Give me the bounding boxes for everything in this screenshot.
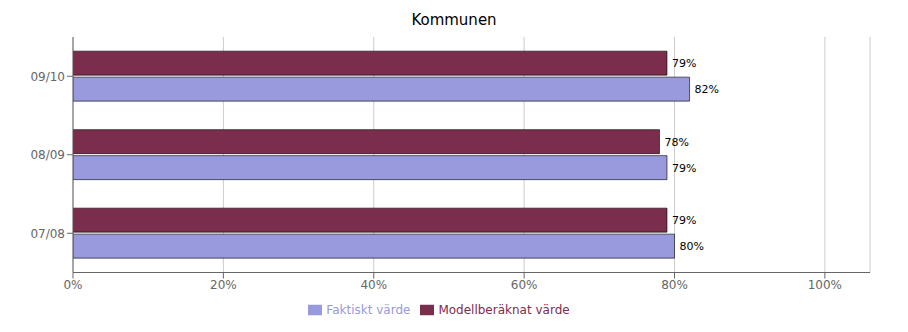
svg-text:40%: 40% bbox=[360, 278, 387, 292]
svg-text:08/09: 08/09 bbox=[30, 148, 65, 162]
svg-text:0%: 0% bbox=[63, 278, 82, 292]
html-text:Faktiskt värde: Faktiskt värde bbox=[326, 302, 411, 317]
svg-text:60%: 60% bbox=[511, 278, 538, 292]
svg-text:78%: 78% bbox=[664, 136, 688, 149]
svg-text:80%: 80% bbox=[661, 278, 688, 292]
svg-text:80%: 80% bbox=[680, 240, 704, 253]
html-text:Modellberäknat värde: Modellberäknat värde bbox=[438, 302, 570, 317]
svg-text:79%: 79% bbox=[672, 214, 696, 227]
svg-text:100%: 100% bbox=[808, 278, 842, 292]
svg-text:79%: 79% bbox=[672, 162, 696, 175]
svg-text:07/08: 07/08 bbox=[30, 227, 65, 241]
svg-text:79%: 79% bbox=[672, 57, 696, 70]
svg-text:09/10: 09/10 bbox=[30, 70, 65, 84]
html-text:Kommunen: Kommunen bbox=[411, 11, 497, 29]
svg-text:20%: 20% bbox=[210, 278, 237, 292]
svg-text:82%: 82% bbox=[695, 83, 719, 96]
